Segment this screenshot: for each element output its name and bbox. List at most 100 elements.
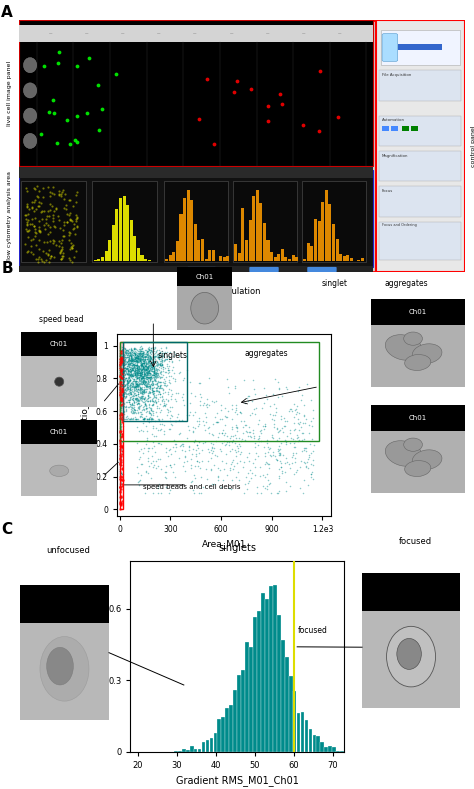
Point [116, 478, 123, 491]
Point [149, 350, 157, 362]
Point [119, 390, 127, 402]
Point [173, 438, 180, 451]
Point [55, 210, 62, 222]
Point [116, 443, 124, 455]
Point [139, 359, 146, 372]
Point [117, 439, 125, 451]
Point [60, 219, 67, 231]
Point [50, 188, 57, 200]
Point [150, 362, 157, 375]
Point [133, 379, 140, 391]
Point [134, 350, 141, 362]
Point [278, 413, 285, 425]
Point [139, 424, 147, 437]
Point [160, 351, 167, 364]
Point [130, 367, 138, 380]
Point [264, 440, 272, 453]
Point [126, 391, 134, 403]
Point [131, 381, 139, 394]
Point [136, 362, 144, 375]
Point [298, 421, 305, 433]
Point [222, 438, 229, 451]
Point [150, 361, 158, 373]
Point [140, 391, 148, 404]
Point [116, 413, 124, 425]
Point [125, 362, 132, 375]
Point [152, 382, 160, 394]
Point [157, 355, 164, 368]
Point [181, 398, 188, 411]
Point [193, 454, 201, 467]
Point [130, 353, 138, 365]
Point [124, 382, 131, 394]
Point [119, 361, 127, 373]
Point [118, 386, 125, 398]
Point [307, 394, 315, 407]
Point [247, 430, 255, 443]
Point [128, 365, 135, 378]
Point [138, 380, 146, 393]
Point [130, 357, 137, 370]
Point [159, 369, 166, 382]
Point [143, 394, 150, 406]
Point [58, 186, 66, 199]
Point [131, 376, 138, 388]
Point [119, 370, 127, 383]
Point [293, 400, 301, 413]
Point [117, 447, 124, 460]
Point [127, 352, 134, 365]
Point [131, 363, 138, 376]
Point [172, 437, 179, 450]
Point [139, 396, 147, 409]
Point [140, 386, 147, 398]
Point [117, 354, 124, 367]
Point [124, 365, 132, 377]
Point [126, 373, 133, 386]
Point [213, 416, 221, 428]
Point [156, 359, 164, 372]
Point [117, 377, 124, 390]
Point [177, 365, 184, 378]
Point [139, 357, 146, 370]
Point [133, 379, 141, 391]
Point [125, 369, 133, 382]
Point [192, 443, 200, 456]
Point [121, 354, 129, 367]
Point [119, 356, 127, 368]
Point [117, 473, 125, 485]
Point [44, 235, 51, 248]
Point [42, 213, 49, 226]
Point [35, 252, 42, 265]
Point [117, 492, 124, 505]
Point [260, 469, 267, 481]
Point [150, 351, 157, 364]
Point [139, 413, 146, 426]
Point [116, 425, 124, 438]
Point [143, 351, 151, 364]
Point [117, 473, 124, 486]
Point [149, 461, 157, 473]
Point [117, 359, 124, 372]
Point [116, 359, 123, 372]
Point [126, 380, 133, 392]
Point [134, 359, 142, 372]
Point [140, 385, 148, 398]
Point [135, 372, 143, 384]
Point [257, 427, 265, 439]
Point [127, 368, 134, 380]
Point [116, 371, 123, 383]
Point [149, 361, 156, 373]
Point [146, 374, 154, 387]
Point [137, 387, 145, 399]
Point [117, 356, 125, 368]
Point [130, 365, 138, 377]
Point [60, 184, 67, 196]
Point [133, 366, 140, 379]
Point [146, 391, 154, 403]
Point [143, 376, 150, 389]
Point [125, 401, 133, 413]
Point [117, 449, 124, 462]
Point [132, 365, 139, 378]
Point [158, 356, 166, 368]
Point [143, 425, 151, 438]
